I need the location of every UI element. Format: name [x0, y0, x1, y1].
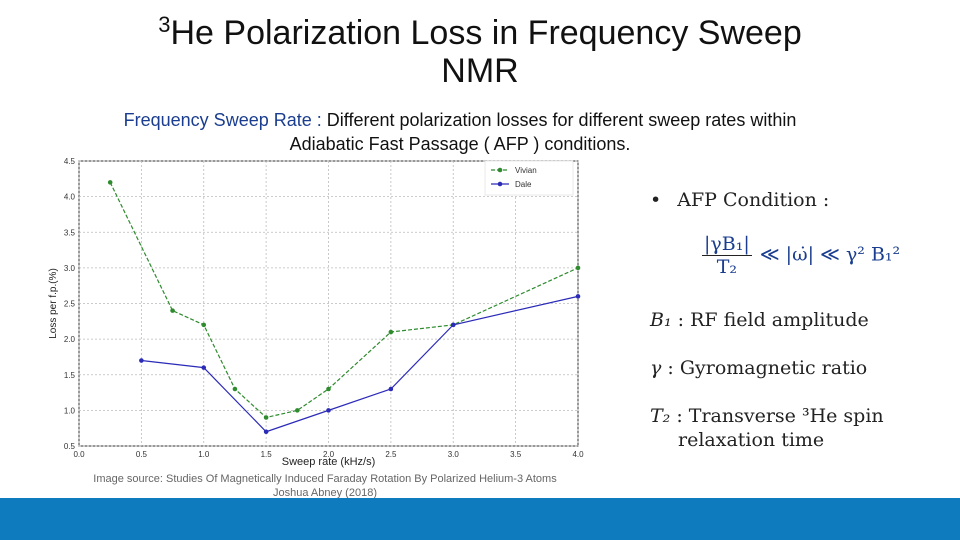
series-line-vivian	[109, 182, 579, 419]
bottom-bar	[0, 498, 960, 540]
legend-marker-vivian	[497, 167, 503, 173]
title-line-2: NMR	[441, 52, 519, 90]
data-point-dale	[201, 365, 207, 370]
data-point-vivian	[326, 386, 331, 392]
x-tick-label: 1.5	[261, 450, 273, 459]
chart-container: 0.0 0.5 1.0 1.5 2.0 2.5 3.0 3.5 4.0 0.5 1.0 1.5 2.0 2…	[40, 156, 595, 468]
data-point-vivian	[575, 265, 581, 271]
data-point-vivian	[201, 322, 207, 328]
x-tick-label: 1.0	[198, 450, 210, 459]
bullet: •	[650, 189, 662, 211]
x-tick-label: 4.0	[572, 450, 584, 459]
subtitle-line-2: Adiabatic Fast Passage ( AFP ) condition…	[289, 134, 631, 154]
legend-box	[484, 160, 574, 196]
line-chart: 0.0 0.5 1.0 1.5 2.0 2.5 3.0 3.5 4.00.51.01.52.02…	[48, 157, 584, 468]
x-tick-label: 2.5	[385, 450, 397, 459]
afp-inequality: |γB₁| T₂ ≪ |ω̇| ≪ γ² B₁²	[702, 233, 900, 278]
data-point-vivian	[388, 329, 394, 335]
source-line-1: Image source: Studies Of Magnetically In…	[93, 473, 557, 485]
t2-definition-cont: relaxation time	[678, 429, 824, 451]
b1-text: : RF field amplitude	[677, 309, 869, 331]
b1-definition: B₁ : RF field amplitude	[650, 309, 869, 331]
afp-condition-line: • AFP Condition :	[650, 189, 829, 211]
subtitle-label: Frequency Sweep Rate :	[123, 110, 322, 130]
data-point-vivian	[263, 415, 269, 420]
title-superscript: 3	[158, 12, 171, 37]
subtitle-text: Different polarization losses for differ…	[326, 110, 797, 130]
data-point-dale	[575, 294, 581, 299]
y-tick-label: 4.5	[64, 157, 76, 166]
legend-label-dale: Dale	[515, 180, 532, 189]
x-tick-label: 0.5	[136, 450, 148, 459]
y-tick-label: 1.0	[64, 406, 76, 415]
data-point-dale	[326, 408, 331, 413]
y-tick-label: 3.0	[64, 264, 76, 273]
slide-subtitle: Frequency Sweep Rate : Different polariz…	[70, 108, 850, 156]
data-point-vivian	[232, 386, 238, 392]
image-source: Image source: Studies Of Magnetically In…	[80, 472, 570, 500]
t2-definition: T₂ : Transverse ³He spin	[650, 405, 884, 427]
t2-text-1: : Transverse ³He spin	[676, 405, 884, 427]
t2-symbol: T₂	[650, 405, 671, 427]
data-point-dale	[450, 322, 456, 328]
subtitle-line-1: Frequency Sweep Rate : Different polariz…	[70, 108, 850, 132]
y-tick-label: 0.5	[64, 442, 76, 451]
t2-text-2: relaxation time	[678, 429, 825, 451]
legend-marker-dale	[497, 181, 503, 187]
x-tick-label: 3.0	[448, 450, 460, 459]
gamma-definition: γ : Gyromagnetic ratio	[650, 357, 867, 379]
data-point-dale	[263, 429, 269, 435]
data-point-dale	[388, 386, 394, 392]
y-axis-label: Loss per f.p.(%)	[48, 268, 59, 339]
source-line-2: Joshua Abney (2018)	[273, 487, 377, 499]
formula-panel: • AFP Condition : |γB₁| T₂ ≪ |ω̇| ≪ γ² B…	[650, 185, 950, 460]
b1-symbol: B₁	[650, 309, 672, 331]
y-tick-label: 3.5	[64, 228, 76, 237]
y-tick-label: 2.5	[64, 300, 76, 309]
title-line-1: 3He Polarization Loss in Frequency Sweep	[0, 6, 960, 52]
data-point-vivian	[295, 408, 300, 413]
fraction-denominator: T₂	[716, 256, 738, 278]
y-tick-label: 1.5	[64, 371, 76, 380]
data-point-vivian	[107, 180, 113, 185]
y-tick-label: 4.0	[64, 193, 76, 202]
x-tick-label: 2.0	[323, 450, 335, 459]
x-tick-label: 0.0	[73, 450, 85, 459]
y-tick-label: 2.0	[64, 335, 76, 344]
inequality-rest: ≪ |ω̇| ≪ γ² B₁²	[759, 243, 901, 266]
x-axis-label: Sweep rate (kHz/s)	[282, 456, 376, 468]
legend-label-vivian: Vivian	[515, 166, 537, 175]
title-main: He Polarization Loss in Frequency Sweep	[170, 14, 802, 52]
fraction-numerator: |γB₁|	[702, 233, 752, 256]
data-point-vivian	[170, 308, 175, 313]
x-tick-label: 3.5	[510, 450, 522, 459]
afp-fraction: |γB₁| T₂	[702, 233, 752, 278]
afp-condition-label: AFP Condition :	[677, 189, 830, 211]
slide-title: 3He Polarization Loss in Frequency Sweep…	[0, 6, 960, 90]
data-point-dale	[139, 358, 144, 363]
gamma-symbol: γ	[650, 357, 662, 379]
gamma-text: : Gyromagnetic ratio	[667, 357, 868, 379]
